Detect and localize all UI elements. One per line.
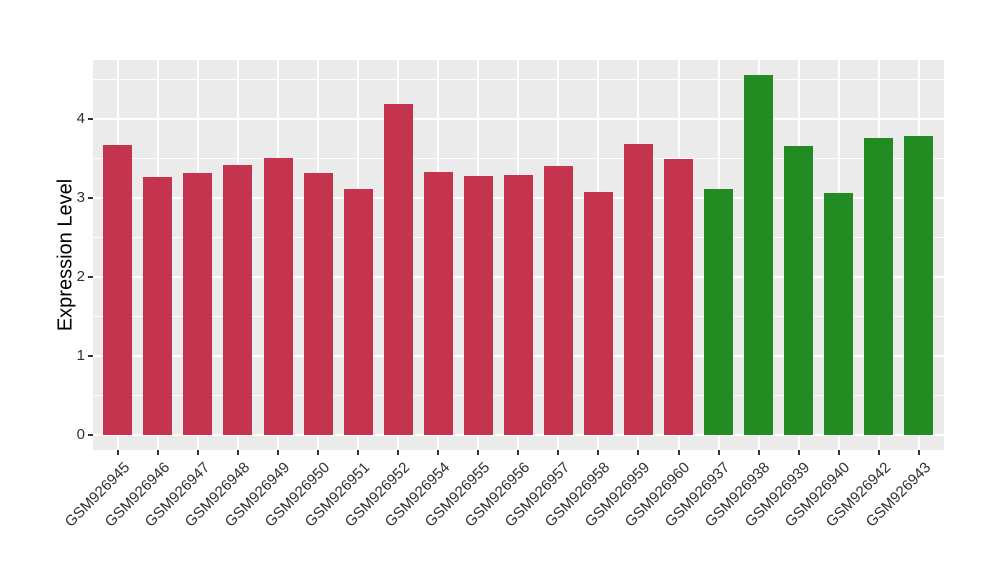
y-tick-mark [88,197,93,199]
bar-GSM926949 [263,157,293,435]
bar-GSM926956 [503,175,533,435]
x-tick-mark [196,450,199,455]
y-tick-label: 0 [76,426,85,443]
x-tick-mark [357,450,360,455]
bar-GSM926948 [223,164,253,435]
bar-GSM926938 [744,74,774,435]
x-tick-mark [116,450,119,455]
y-tick-label: 2 [76,268,85,285]
y-tick-mark [88,355,93,357]
bar-GSM926943 [904,136,934,435]
bar-GSM926937 [704,188,734,435]
bar-GSM926939 [784,145,814,435]
x-tick-mark [597,450,600,455]
bar-GSM926952 [383,103,413,435]
bar-GSM926946 [143,177,173,435]
y-tick-label: 3 [76,189,85,206]
x-tick-mark [717,450,720,455]
bar-GSM926960 [664,158,693,435]
y-tick-label: 1 [76,347,85,364]
x-tick-mark [877,450,880,455]
bar-GSM926959 [623,144,653,435]
x-tick-mark [637,450,640,455]
y-tick-mark [88,434,93,436]
bar-GSM926955 [463,175,493,435]
x-tick-mark [797,450,800,455]
x-tick-mark [477,450,480,455]
bar-GSM926947 [183,172,213,435]
bar-GSM926942 [864,137,894,435]
bar-GSM926958 [583,191,613,435]
bar-GSM926950 [303,172,333,435]
bar-GSM926951 [343,189,373,435]
y-tick-mark [88,276,93,278]
x-tick-mark [397,450,400,455]
x-tick-mark [317,450,320,455]
x-tick-mark [236,450,239,455]
bar-GSM926940 [824,193,854,435]
x-tick-mark [557,450,560,455]
x-tick-mark [757,450,760,455]
x-tick-mark [437,450,440,455]
bar-GSM926945 [103,145,133,435]
y-tick-mark [88,118,93,120]
bar-GSM926954 [423,171,453,435]
y-tick-label: 4 [76,110,85,127]
x-tick-mark [837,450,840,455]
x-tick-mark [677,450,680,455]
x-tick-mark [277,450,279,455]
x-tick-mark [517,450,520,455]
plot-panel [93,60,944,450]
x-tick-mark [917,450,920,455]
x-tick-mark [156,450,159,455]
bar-GSM926957 [543,165,573,435]
